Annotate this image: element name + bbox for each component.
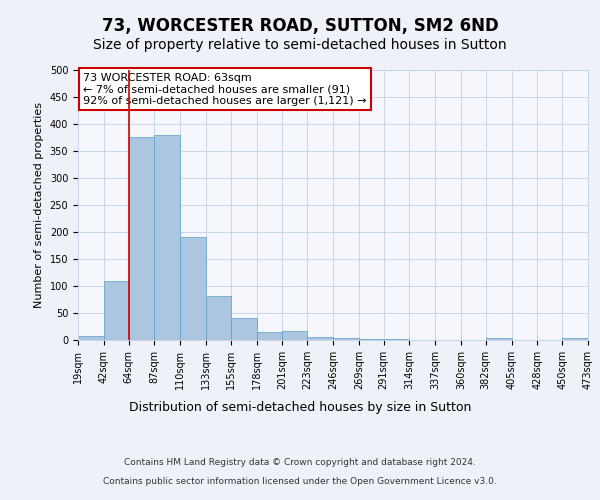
Bar: [333, 338, 359, 340]
Bar: [231, 318, 257, 340]
Text: 73 WORCESTER ROAD: 63sqm
← 7% of semi-detached houses are smaller (91)
92% of se: 73 WORCESTER ROAD: 63sqm ← 7% of semi-de…: [83, 72, 367, 106]
Bar: [180, 238, 206, 340]
Text: Distribution of semi-detached houses by size in Sutton: Distribution of semi-detached houses by …: [129, 401, 471, 414]
Bar: [154, 135, 180, 340]
Y-axis label: Number of semi-detached properties: Number of semi-detached properties: [34, 102, 44, 308]
Text: Contains HM Land Registry data © Crown copyright and database right 2024.: Contains HM Land Registry data © Crown c…: [124, 458, 476, 467]
Bar: [257, 332, 283, 340]
Bar: [486, 338, 512, 340]
Text: 73, WORCESTER ROAD, SUTTON, SM2 6ND: 73, WORCESTER ROAD, SUTTON, SM2 6ND: [101, 18, 499, 36]
Text: Contains public sector information licensed under the Open Government Licence v3: Contains public sector information licen…: [103, 476, 497, 486]
Text: Size of property relative to semi-detached houses in Sutton: Size of property relative to semi-detach…: [93, 38, 507, 52]
Bar: [206, 296, 231, 340]
Bar: [307, 337, 333, 340]
Bar: [562, 338, 588, 340]
Bar: [128, 138, 154, 340]
Bar: [78, 336, 104, 340]
Bar: [104, 280, 128, 340]
Bar: [283, 332, 307, 340]
